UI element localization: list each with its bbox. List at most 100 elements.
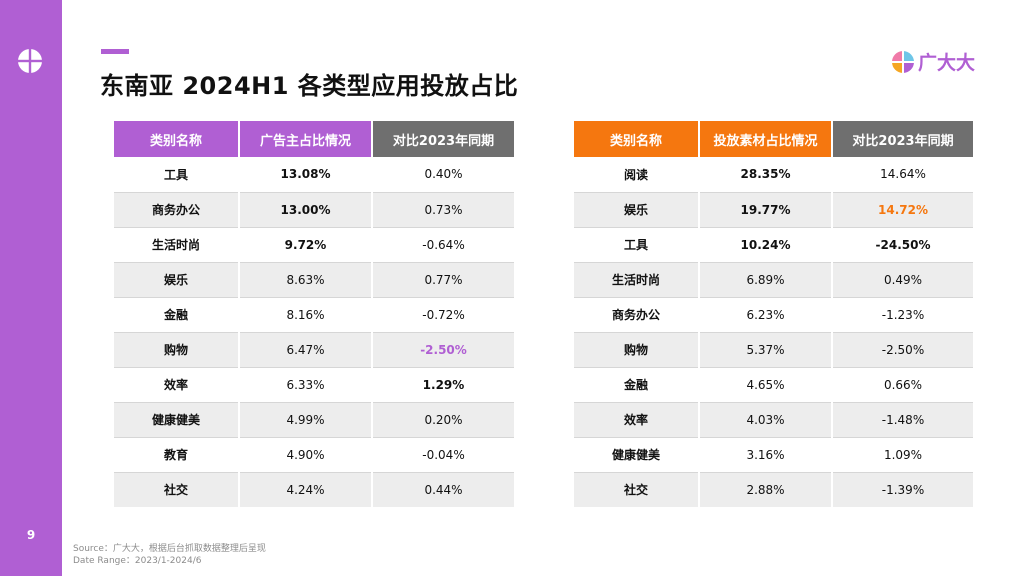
category-cell: 金融 xyxy=(114,296,240,332)
source-text: Source：广大大，根据后台抓取数据整理后呈现 xyxy=(73,544,266,554)
share-cell: 6.89% xyxy=(699,261,833,297)
table-row: 工具 13.08% 0.40% xyxy=(114,157,514,192)
category-cell: 社交 xyxy=(114,471,240,507)
category-cell: 教育 xyxy=(114,436,240,472)
table-row: 商务办公 6.23% -1.23% xyxy=(574,296,973,332)
title-accent-bar xyxy=(101,49,129,54)
yoy-cell: 0.77% xyxy=(372,261,514,297)
table-header-row: 类别名称 投放素材占比情况 对比2023年同期 xyxy=(574,121,973,157)
yoy-cell: -0.72% xyxy=(372,296,514,332)
table-row: 教育 4.90% -0.04% xyxy=(114,436,514,472)
yoy-cell: -1.39% xyxy=(832,471,973,507)
date-range-text: Date Range：2023/1-2024/6 xyxy=(73,556,202,566)
share-cell: 5.37% xyxy=(699,331,833,367)
column-header-advertiser-share: 广告主占比情况 xyxy=(239,121,373,157)
category-cell: 娱乐 xyxy=(574,191,700,227)
category-cell: 健康健美 xyxy=(114,401,240,437)
yoy-cell: 0.73% xyxy=(372,191,514,227)
share-cell: 10.24% xyxy=(699,226,833,262)
advertiser-share-table: 类别名称 广告主占比情况 对比2023年同期 工具 13.08% 0.40% 商… xyxy=(114,121,514,507)
table-row: 金融 4.65% 0.66% xyxy=(574,366,973,402)
table-row: 社交 2.88% -1.39% xyxy=(574,471,973,507)
column-header-yoy: 对比2023年同期 xyxy=(832,121,973,157)
yoy-cell-highlight: -2.50% xyxy=(372,331,514,367)
share-cell: 4.24% xyxy=(239,471,373,507)
sidebar: 9 xyxy=(0,0,62,576)
share-cell: 4.99% xyxy=(239,401,373,437)
share-cell: 8.63% xyxy=(239,261,373,297)
source-note: Source：广大大，根据后台抓取数据整理后呈现 Date Range：2023… xyxy=(73,543,266,567)
table-header-row: 类别名称 广告主占比情况 对比2023年同期 xyxy=(114,121,514,157)
yoy-cell: 0.49% xyxy=(832,261,973,297)
yoy-cell: -2.50% xyxy=(832,331,973,367)
share-cell: 3.16% xyxy=(699,436,833,472)
creative-share-table: 类别名称 投放素材占比情况 对比2023年同期 阅读 28.35% 14.64%… xyxy=(574,121,973,507)
category-cell: 生活时尚 xyxy=(574,261,700,297)
category-cell: 商务办公 xyxy=(114,191,240,227)
column-header-category: 类别名称 xyxy=(574,121,700,157)
page-number: 9 xyxy=(26,528,36,542)
share-cell: 4.90% xyxy=(239,436,373,472)
category-cell: 效率 xyxy=(574,401,700,437)
yoy-cell: -0.04% xyxy=(372,436,514,472)
yoy-cell: 14.64% xyxy=(880,167,926,182)
column-header-creative-share: 投放素材占比情况 xyxy=(699,121,833,157)
brand-logo-icon xyxy=(17,48,43,74)
brand-logo-icon xyxy=(892,50,914,73)
table-row: 购物 5.37% -2.50% xyxy=(574,331,973,367)
share-cell: 6.47% xyxy=(239,331,373,367)
column-header-category: 类别名称 xyxy=(114,121,240,157)
brand: 广大大 xyxy=(892,48,975,75)
category-cell: 效率 xyxy=(114,366,240,402)
table-row: 娱乐 19.77% 14.72% xyxy=(574,191,973,227)
yoy-cell: 0.66% xyxy=(832,366,973,402)
table-row: 生活时尚 6.89% 0.49% xyxy=(574,261,973,297)
yoy-cell: 0.40% xyxy=(424,167,463,182)
table-row: 效率 6.33% 1.29% xyxy=(114,366,514,402)
share-cell: 4.65% xyxy=(699,366,833,402)
category-cell: 阅读 xyxy=(574,157,700,192)
yoy-cell: -1.23% xyxy=(832,296,973,332)
yoy-cell-highlight: -24.50% xyxy=(832,226,973,262)
category-cell: 生活时尚 xyxy=(114,226,240,262)
table-row: 工具 10.24% -24.50% xyxy=(574,226,973,262)
share-cell: 13.08% xyxy=(239,157,373,192)
table-row: 健康健美 4.99% 0.20% xyxy=(114,401,514,437)
category-cell: 工具 xyxy=(114,157,240,192)
category-cell: 健康健美 xyxy=(574,436,700,472)
yoy-cell: 1.09% xyxy=(832,436,973,472)
table-row: 金融 8.16% -0.72% xyxy=(114,296,514,332)
table-row: 娱乐 8.63% 0.77% xyxy=(114,261,514,297)
share-cell: 4.03% xyxy=(699,401,833,437)
yoy-cell: 0.20% xyxy=(372,401,514,437)
yoy-cell: -0.64% xyxy=(372,226,514,262)
yoy-cell: -1.48% xyxy=(832,401,973,437)
share-cell: 6.33% xyxy=(239,366,373,402)
category-cell: 娱乐 xyxy=(114,261,240,297)
brand-name: 广大大 xyxy=(918,52,976,74)
category-cell: 社交 xyxy=(574,471,700,507)
page-title: 东南亚 2024H1 各类型应用投放占比 xyxy=(100,72,519,100)
table-row: 阅读 28.35% 14.64% xyxy=(574,157,973,192)
table-row: 健康健美 3.16% 1.09% xyxy=(574,436,973,472)
table-row: 社交 4.24% 0.44% xyxy=(114,471,514,507)
yoy-cell: 0.44% xyxy=(372,471,514,507)
category-cell: 购物 xyxy=(574,331,700,367)
share-cell: 13.00% xyxy=(239,191,373,227)
share-cell: 28.35% xyxy=(699,157,833,192)
category-cell: 购物 xyxy=(114,331,240,367)
share-cell: 9.72% xyxy=(239,226,373,262)
yoy-cell-highlight: 1.29% xyxy=(372,366,514,402)
column-header-yoy: 对比2023年同期 xyxy=(372,121,514,157)
yoy-cell-highlight: 14.72% xyxy=(832,191,973,227)
table-row: 效率 4.03% -1.48% xyxy=(574,401,973,437)
table-row: 购物 6.47% -2.50% xyxy=(114,331,514,367)
category-cell: 商务办公 xyxy=(574,296,700,332)
share-cell: 2.88% xyxy=(699,471,833,507)
table-row: 商务办公 13.00% 0.73% xyxy=(114,191,514,227)
share-cell: 6.23% xyxy=(699,296,833,332)
category-cell: 工具 xyxy=(574,226,700,262)
category-cell: 金融 xyxy=(574,366,700,402)
share-cell: 8.16% xyxy=(239,296,373,332)
share-cell: 19.77% xyxy=(699,191,833,227)
